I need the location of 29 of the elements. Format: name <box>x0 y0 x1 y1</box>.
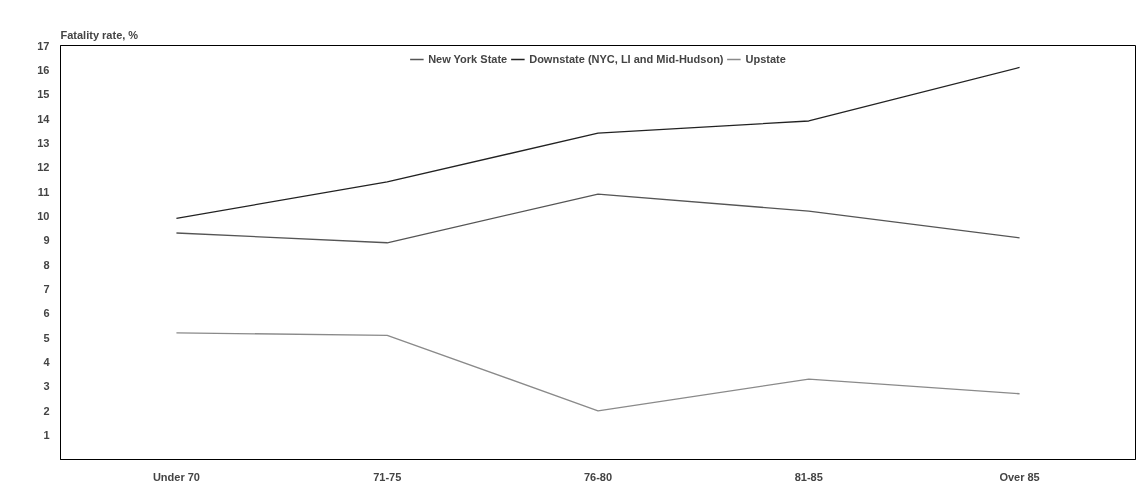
y-tick-label: 5 <box>43 331 50 344</box>
y-tick-label: 9 <box>43 234 50 247</box>
y-tick-label: 10 <box>37 209 50 222</box>
x-tick-label: Over 85 <box>999 470 1040 483</box>
y-tick-label: 17 <box>37 39 50 52</box>
y-tick-label: 3 <box>43 380 50 393</box>
legend-label: New York State <box>428 53 508 65</box>
y-tick-label: 15 <box>37 88 50 101</box>
legend-label: Downstate (NYC, LI and Mid-Hudson) <box>529 53 724 65</box>
y-tick-label: 6 <box>43 307 50 320</box>
y-tick-label: 13 <box>37 136 50 149</box>
x-tick-label: 71-75 <box>373 470 402 483</box>
legend-label: Upstate <box>745 53 786 65</box>
y-tick-label: 2 <box>43 404 50 417</box>
y-tick-label: 12 <box>37 161 50 174</box>
y-tick-label: 1 <box>43 429 50 442</box>
line-series <box>175 332 1021 412</box>
y-tick-label: 7 <box>43 283 50 296</box>
y-tick-label: 11 <box>37 185 50 198</box>
line-series <box>175 66 1021 220</box>
y-tick-label: 14 <box>37 112 51 125</box>
y-tick-label: 8 <box>43 258 50 271</box>
y-tick-label: 4 <box>43 356 51 369</box>
line-series <box>175 193 1021 244</box>
x-tick-label: 81-85 <box>794 470 823 483</box>
x-tick-label: Under 70 <box>152 470 200 483</box>
x-tick-label: 76-80 <box>583 470 613 483</box>
y-axis-title: Fatality rate, % <box>60 28 139 41</box>
y-tick-label: 16 <box>37 63 50 76</box>
